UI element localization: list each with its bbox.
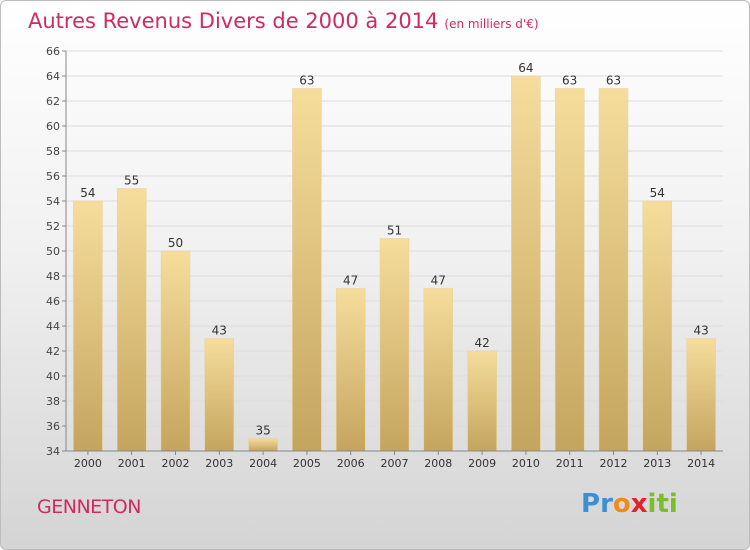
bar xyxy=(554,88,585,452)
x-tick-label: 2006 xyxy=(337,457,365,470)
x-tick-label: 2011 xyxy=(556,457,584,470)
x-tick-label: 2001 xyxy=(118,457,146,470)
bar xyxy=(467,350,497,452)
y-tick-label: 60 xyxy=(46,120,60,133)
logo-letter: o xyxy=(612,489,631,519)
chart-subtitle: (en milliers d'€) xyxy=(444,17,539,31)
y-tick-label: 50 xyxy=(46,245,60,258)
y-tick-label: 56 xyxy=(46,170,60,183)
y-tick-label: 54 xyxy=(46,195,60,208)
chart-title: Autres Revenus Divers de 2000 à 2014 (en … xyxy=(28,9,539,33)
x-tick-labels: 2000 2001 2002 2003 2004 2005 2006 2007 2008 2009… xyxy=(74,451,715,470)
bar-value-label: 43 xyxy=(693,324,708,338)
logo-letter: i xyxy=(647,489,657,519)
bar xyxy=(292,88,322,452)
bar-value-label: 42 xyxy=(474,336,489,350)
bar-value-label: 51 xyxy=(387,224,402,238)
y-tick-labels: 34 36 38 40 42 44 46 48 50 52 54 56 58 60 62 64 66 xyxy=(46,45,66,458)
bar-value-label: 43 xyxy=(212,324,227,338)
bars xyxy=(73,75,716,452)
y-tick-label: 66 xyxy=(46,45,60,58)
x-tick-label: 2002 xyxy=(162,457,190,470)
y-tick-label: 58 xyxy=(46,145,60,158)
y-tick-label: 40 xyxy=(46,370,60,383)
logo-letter: x xyxy=(630,489,648,519)
value-labels: 54 55 50 43 35 63 47 51 47 42 64 63 63 54 43 xyxy=(80,61,708,438)
bar-value-label: 55 xyxy=(124,174,139,188)
bar-value-label: 54 xyxy=(80,186,95,200)
x-tick-label: 2010 xyxy=(512,457,540,470)
bar xyxy=(335,288,366,452)
x-tick-label: 2013 xyxy=(643,457,671,470)
commune-name: GENNETON xyxy=(37,496,141,518)
bar-value-label: 63 xyxy=(299,74,314,88)
x-tick-label: 2009 xyxy=(468,457,496,470)
bar-value-label: 35 xyxy=(255,424,270,438)
x-tick-label: 2008 xyxy=(424,457,452,470)
y-tick-label: 36 xyxy=(46,420,60,433)
x-tick-label: 2003 xyxy=(205,457,233,470)
y-tick-label: 52 xyxy=(46,220,60,233)
x-tick-label: 2014 xyxy=(687,457,715,470)
bar xyxy=(204,338,235,452)
proxiti-logo: Proxiti xyxy=(581,489,678,519)
bar-value-label: 47 xyxy=(343,274,358,288)
bar-value-label: 50 xyxy=(168,236,183,250)
y-tick-label: 44 xyxy=(46,320,60,333)
bar xyxy=(160,250,191,452)
bar xyxy=(598,88,629,452)
chart-title-text: Autres Revenus Divers de 2000 à 2014 xyxy=(28,9,439,33)
x-tick-label: 2012 xyxy=(600,457,628,470)
logo-letter: r xyxy=(600,489,613,519)
y-tick-label: 64 xyxy=(46,70,60,83)
logo-letter: t xyxy=(656,489,669,519)
y-tick-label: 42 xyxy=(46,345,60,358)
logo-letter: i xyxy=(668,489,678,519)
y-tick-label: 48 xyxy=(46,270,60,283)
bar xyxy=(73,200,103,452)
y-tick-label: 34 xyxy=(46,445,60,458)
bar-value-label: 54 xyxy=(650,186,665,200)
bar-value-label: 63 xyxy=(606,74,621,88)
x-tick-label: 2004 xyxy=(249,457,277,470)
bar xyxy=(116,188,147,452)
x-tick-label: 2000 xyxy=(74,457,102,470)
bar xyxy=(642,200,673,452)
bar xyxy=(248,438,278,452)
y-tick-label: 46 xyxy=(46,295,60,308)
logo-letter: P xyxy=(581,489,601,519)
bar xyxy=(423,288,454,452)
bar-value-label: 63 xyxy=(562,74,577,88)
bar-value-label: 64 xyxy=(518,61,533,75)
x-tick-label: 2005 xyxy=(293,457,321,470)
y-tick-label: 62 xyxy=(46,95,60,108)
bar xyxy=(379,238,410,452)
bar xyxy=(511,75,541,452)
y-tick-label: 38 xyxy=(46,395,60,408)
bar-value-label: 47 xyxy=(431,274,446,288)
x-tick-label: 2007 xyxy=(381,457,409,470)
bar xyxy=(686,338,716,452)
